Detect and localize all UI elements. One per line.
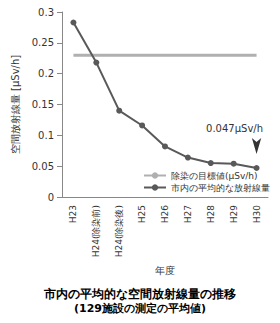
svg-text:H30: H30 [252,205,262,223]
svg-text:0.15: 0.15 [32,99,54,110]
svg-text:0.25: 0.25 [32,37,54,48]
svg-text:0.047μSv/h: 0.047μSv/h [206,123,263,134]
svg-text:0.1: 0.1 [38,130,54,141]
svg-text:H26: H26 [160,205,170,223]
svg-text:0.05: 0.05 [32,161,54,172]
svg-text:H24(除染前): H24(除染前) [91,205,101,257]
svg-text:H28: H28 [206,205,216,223]
svg-text:H27: H27 [183,205,193,223]
svg-text:空間放射線量 [μSv/h]: 空間放射線量 [μSv/h] [10,55,21,154]
svg-text:0: 0 [48,192,54,203]
svg-text:H25: H25 [137,205,147,223]
svg-text:市内の平均的な空間放射線量の推移: 市内の平均的な空間放射線量の推移 [43,287,236,301]
svg-text:市内の平均的な放射線量: 市内の平均的な放射線量 [171,183,270,193]
svg-text:0.2: 0.2 [38,68,54,79]
svg-text:除染の目標値(μSv/h): 除染の目標値(μSv/h) [171,171,258,181]
svg-text:年度: 年度 [155,265,175,276]
svg-text:(129施設の測定の平均値): (129施設の測定の平均値) [74,302,206,315]
svg-text:0.3: 0.3 [38,7,54,18]
svg-text:H24(除染後): H24(除染後) [114,205,124,257]
svg-text:H23: H23 [68,205,78,223]
svg-text:H29: H29 [229,205,239,223]
